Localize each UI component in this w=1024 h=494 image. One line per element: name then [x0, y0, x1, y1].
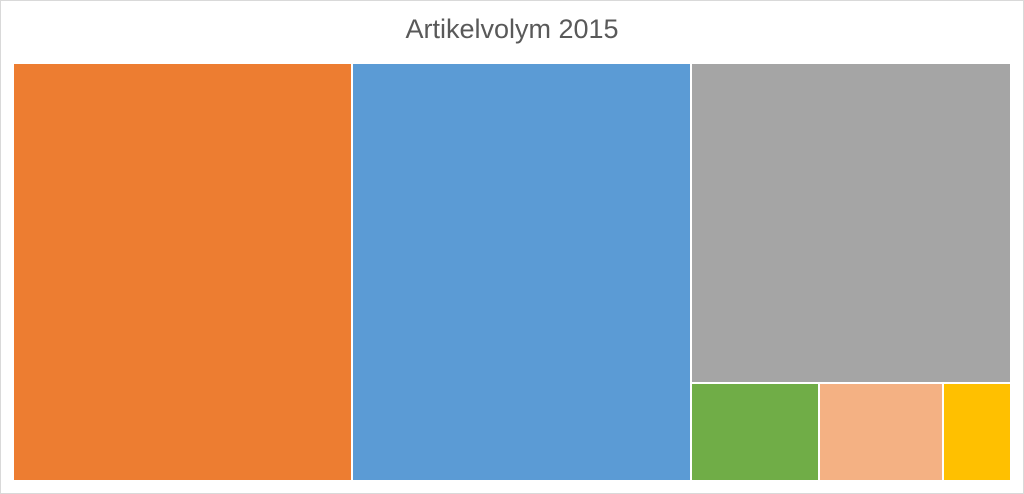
treemap-tile-6	[942, 383, 1011, 481]
treemap-tile-2	[351, 63, 691, 481]
treemap-tile-5	[818, 383, 943, 481]
chart-title: Artikelvolym 2015	[405, 14, 619, 44]
treemap-tile-3	[690, 63, 1011, 384]
treemap-plot-area	[13, 63, 1011, 481]
treemap-tile-4	[690, 383, 819, 481]
treemap-tile-1	[13, 63, 352, 481]
